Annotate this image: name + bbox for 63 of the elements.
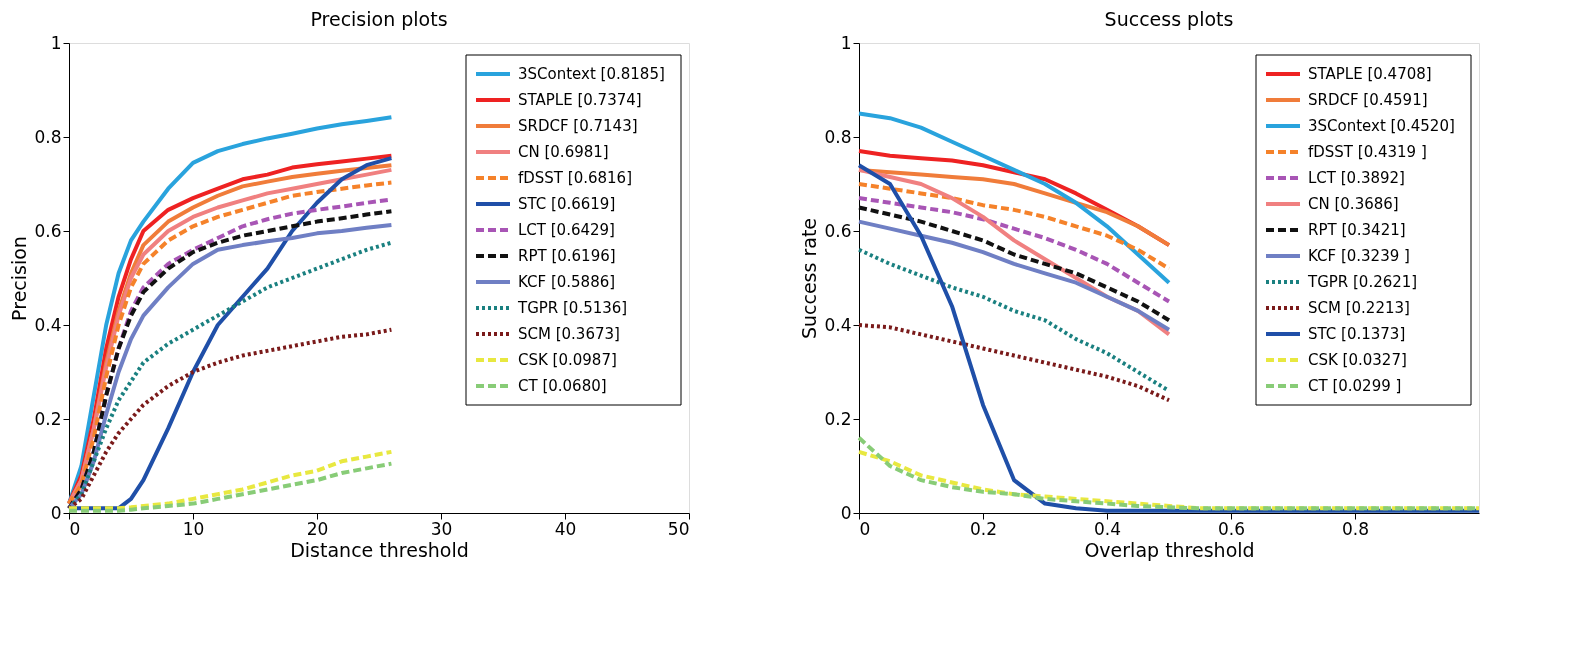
x-axis-title: Overlap threshold [1084, 538, 1255, 561]
legend-label: SCM [0.3673] [518, 325, 620, 343]
y-tick-label: 0 [50, 502, 62, 523]
legend-label: STAPLE [0.7374] [518, 91, 642, 109]
legend-label: fDSST [0.4319 ] [1308, 143, 1427, 161]
legend-label: CN [0.6981] [518, 143, 609, 161]
line-series [857, 196, 1171, 304]
legend-label: STAPLE [0.4708] [1308, 65, 1432, 83]
legend-label: RPT [0.3421] [1308, 221, 1406, 239]
legend-label: CSK [0.0327] [1308, 351, 1407, 369]
y-tick-label: 0.2 [824, 408, 852, 429]
y-tick-label: 1 [840, 32, 852, 53]
y-tick-label: 0.6 [824, 220, 852, 241]
y-tick-label: 0.2 [34, 408, 62, 429]
chart-title: Precision plots [310, 8, 448, 30]
x-tick-label: 30 [430, 518, 453, 539]
y-tick-label: 0.6 [34, 220, 62, 241]
legend-label: TGPR [0.5136] [517, 299, 628, 317]
line-series [857, 111, 1171, 285]
line-series [67, 327, 394, 511]
legend-label: CT [0.0680] [518, 377, 607, 395]
x-tick-label: 0.8 [1341, 518, 1370, 539]
x-tick-label: 0.2 [969, 518, 998, 539]
legend-label: 3SContext [0.4520] [1308, 117, 1455, 135]
y-tick-label: 0 [840, 502, 852, 523]
y-axis-title: Success rate [798, 217, 821, 340]
y-tick-label: 1 [50, 32, 62, 53]
x-tick-label: 50 [667, 518, 690, 539]
legend-label: CSK [0.0987] [518, 351, 617, 369]
legend-label: RPT [0.6196] [518, 247, 616, 265]
legend-label: SRDCF [0.7143] [518, 117, 638, 135]
line-series [857, 205, 1171, 323]
legend-label: STC [0.1373] [1308, 325, 1406, 343]
legend-label: 3SContext [0.8185] [518, 65, 665, 83]
legend-label: fDSST [0.6816] [518, 169, 632, 187]
x-tick-label: 0 [859, 518, 871, 539]
legend-label: LCT [0.3892] [1308, 169, 1405, 187]
x-tick-label: 10 [182, 518, 205, 539]
x-tick-label: 0 [69, 518, 81, 539]
x-axis-title: Distance threshold [290, 538, 469, 561]
legend-label: LCT [0.6429] [518, 221, 615, 239]
x-tick-label: 0.4 [1093, 518, 1122, 539]
y-axis-title: Precision [8, 236, 31, 321]
y-tick-label: 0.8 [34, 126, 62, 147]
y-tick-label: 0.4 [824, 314, 852, 335]
legend-label: STC [0.6619] [518, 195, 616, 213]
legend-label: KCF [0.5886] [518, 273, 616, 291]
line-series [857, 219, 1171, 332]
legend-label: SRDCF [0.4591] [1308, 91, 1428, 109]
legend-label: CN [0.3686] [1308, 195, 1399, 213]
legend-label: SCM [0.2213] [1308, 299, 1410, 317]
x-tick-label: 40 [554, 518, 577, 539]
legend-label: TGPR [0.2621] [1307, 273, 1418, 291]
line-series [67, 449, 394, 511]
x-tick-label: 0.6 [1217, 518, 1246, 539]
chart-title: Success plots [1104, 8, 1234, 30]
legend-label: KCF [0.3239 ] [1308, 247, 1410, 265]
legend-label: CT [0.0299 ] [1308, 377, 1402, 395]
line-series [857, 323, 1171, 403]
y-tick-label: 0.8 [824, 126, 852, 147]
line-series [67, 461, 394, 513]
y-tick-label: 0.4 [34, 314, 62, 335]
x-tick-label: 20 [306, 518, 329, 539]
